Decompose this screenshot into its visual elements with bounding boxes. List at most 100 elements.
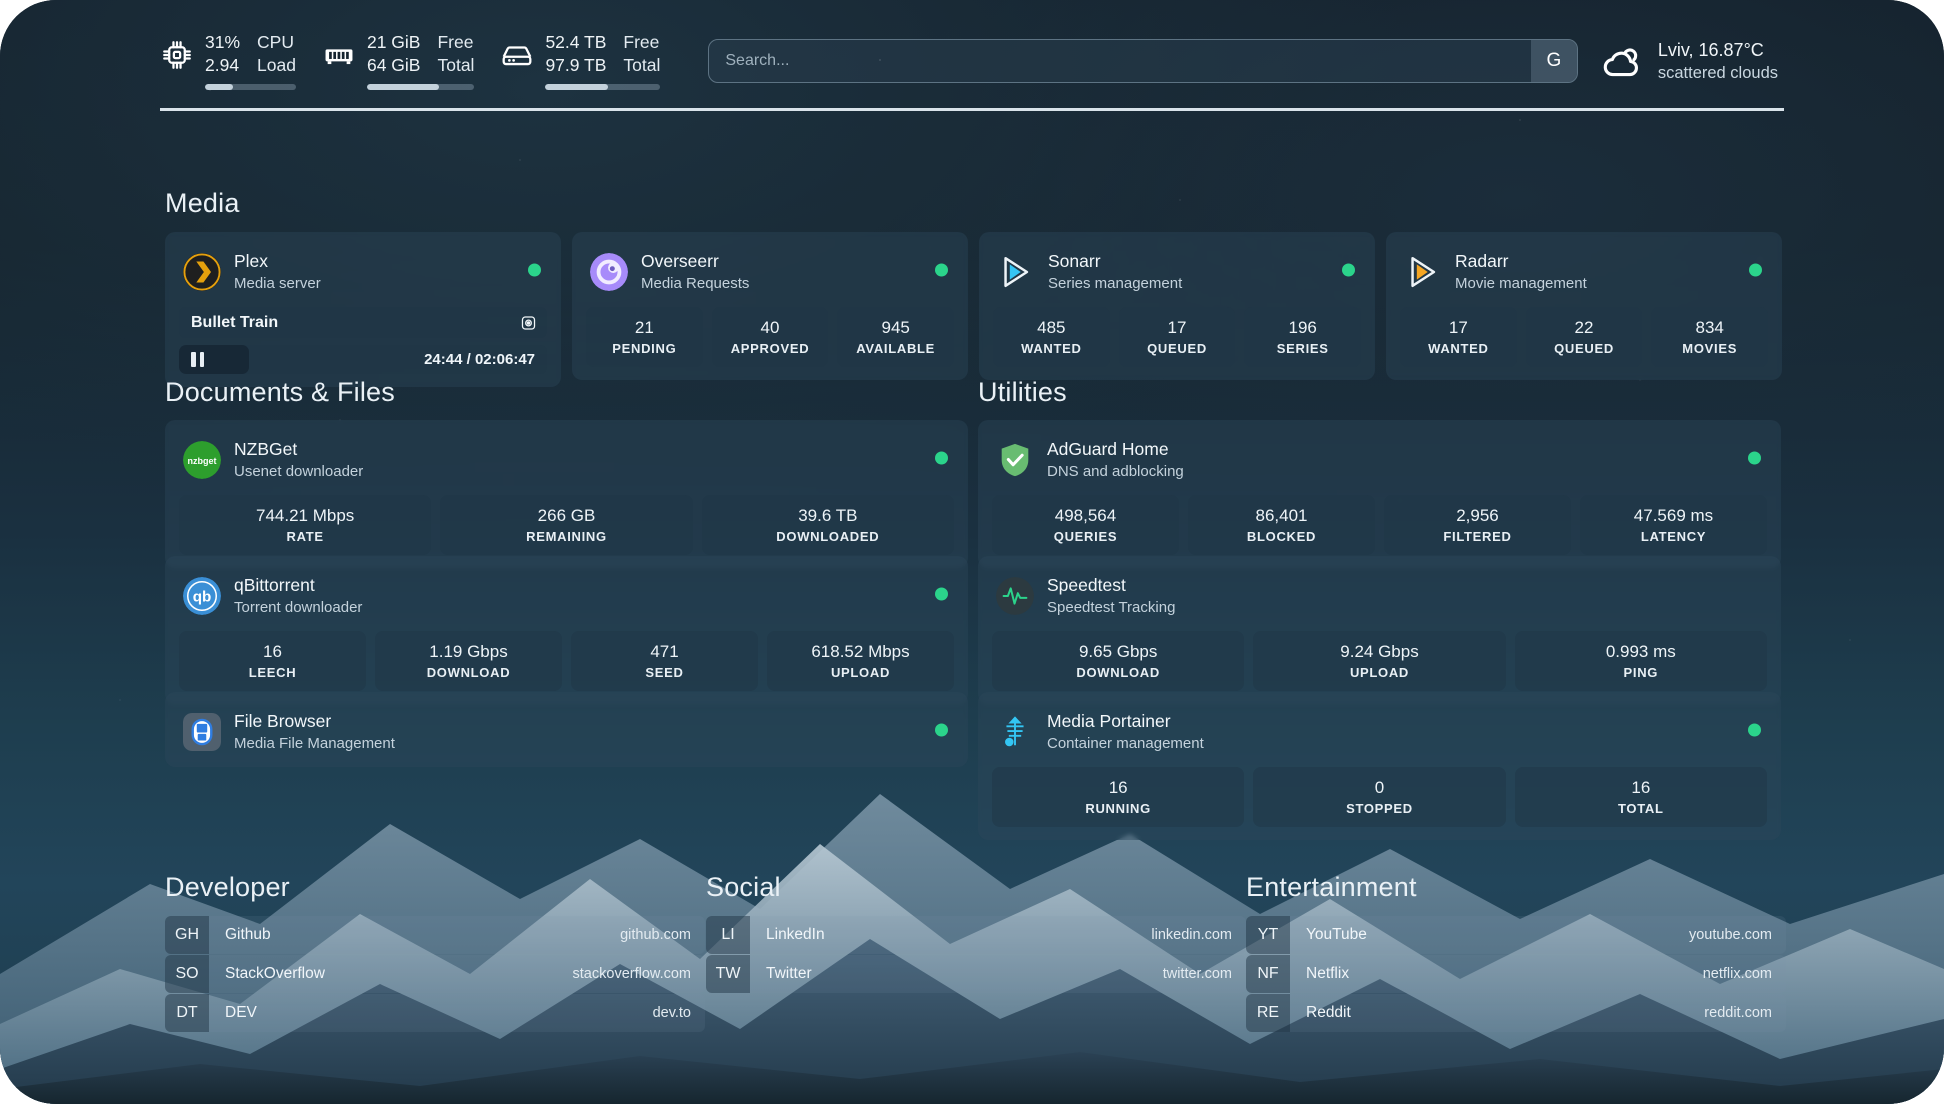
stat-box: 21 PENDING bbox=[586, 307, 703, 367]
bookmark-item[interactable]: LI LinkedIn linkedin.com bbox=[706, 916, 1246, 954]
disk-total-value: 97.9 TB bbox=[545, 54, 607, 75]
stat-caption: WANTED bbox=[1021, 341, 1082, 356]
bookmark-name: Twitter bbox=[766, 965, 812, 982]
portainer-status-dot bbox=[1748, 723, 1761, 737]
section-title-developer: Developer bbox=[165, 872, 290, 902]
memory-usage-bar bbox=[366, 83, 475, 90]
bookmark-group-developer: GH Github github.com SO StackOverflow st… bbox=[165, 916, 705, 1033]
stat-box: 618.52 Mbps UPLOAD bbox=[767, 631, 954, 691]
weather-widget[interactable]: Lviv, 16.87°C scattered clouds bbox=[1600, 38, 1784, 97]
cpu-icon bbox=[160, 38, 194, 72]
bookmark-item[interactable]: NF Netflix netflix.com bbox=[1246, 955, 1786, 993]
section-title-documents: Documents & Files bbox=[165, 377, 395, 407]
bookmark-name: Netflix bbox=[1306, 965, 1350, 982]
service-card-filebrowser[interactable]: File Browser Media File Management bbox=[165, 692, 968, 767]
stat-value: 17 bbox=[1448, 318, 1468, 337]
stat-caption: LATENCY bbox=[1640, 529, 1707, 544]
bookmark-group-entertainment: YT YouTube youtube.com NF Netflix netfli… bbox=[1246, 916, 1786, 1033]
nzbget-icon: nzbget bbox=[183, 441, 221, 479]
service-card-sonarr[interactable]: Sonarr Series management 485 WANTED 17 Q… bbox=[979, 232, 1375, 380]
plex-progress-bar[interactable]: 24:44 / 02:06:47 bbox=[179, 345, 547, 374]
cpu-usage-bar bbox=[205, 83, 296, 90]
bookmark-item[interactable]: TW Twitter twitter.com bbox=[706, 955, 1246, 993]
stat-box: 485 WANTED bbox=[993, 307, 1110, 367]
bookmark-name: DEV bbox=[225, 1004, 257, 1021]
stat-caption: PENDING bbox=[612, 341, 677, 356]
bookmark-item[interactable]: DT DEV dev.to bbox=[165, 994, 705, 1032]
service-card-qbittorrent[interactable]: qb qBittorrent Torrent downloader 16 LEE… bbox=[165, 556, 968, 704]
stat-caption: AVAILABLE bbox=[856, 341, 936, 356]
bookmark-name: LinkedIn bbox=[766, 926, 825, 943]
disk-label-bottom: Total bbox=[623, 54, 661, 75]
service-card-adguard[interactable]: AdGuard Home DNS and adblocking 498,564 … bbox=[978, 420, 1781, 568]
stat-value: 21 bbox=[634, 318, 654, 337]
stat-value: 16 bbox=[263, 642, 282, 661]
bookmark-name: StackOverflow bbox=[225, 965, 325, 982]
stat-box: 266 GB REMAINING bbox=[440, 495, 693, 555]
service-card-radarr[interactable]: Radarr Movie management 17 WANTED 22 QUE… bbox=[1386, 232, 1782, 380]
radarr-stats: 17 WANTED 22 QUEUED 834 MOVIES bbox=[1400, 307, 1769, 367]
stat-disk: 52.4 TB 97.9 TB Free Total bbox=[500, 31, 661, 90]
plex-now-playing-title: Bullet Train bbox=[191, 313, 279, 331]
stat-value: 16 bbox=[1631, 778, 1651, 797]
service-card-nzbget[interactable]: nzbget NZBGet Usenet downloader 744.21 M… bbox=[165, 420, 968, 568]
stat-value: 22 bbox=[1574, 318, 1594, 337]
bookmark-host: twitter.com bbox=[1162, 966, 1232, 982]
plex-elapsed: 24:44 bbox=[424, 351, 463, 368]
stat-caption: LEECH bbox=[248, 665, 297, 680]
stat-box: 22 QUEUED bbox=[1525, 307, 1643, 367]
section-title-entertainment: Entertainment bbox=[1246, 872, 1417, 902]
stat-box: 744.21 Mbps RATE bbox=[179, 495, 432, 555]
search-engine-button[interactable]: G bbox=[1530, 40, 1577, 82]
stat-value: 471 bbox=[650, 642, 679, 661]
plex-now-playing-title-row: Bullet Train bbox=[179, 307, 547, 338]
bookmark-item[interactable]: RE Reddit reddit.com bbox=[1246, 994, 1786, 1032]
service-card-speedtest[interactable]: Speedtest Speedtest Tracking 9.65 Gbps D… bbox=[978, 556, 1781, 704]
section-title-social: Social bbox=[706, 872, 781, 902]
gear-icon[interactable] bbox=[520, 314, 537, 331]
bookmark-abbr: YT bbox=[1246, 916, 1290, 954]
service-card-overseerr[interactable]: Overseerr Media Requests 21 PENDING 40 A… bbox=[572, 232, 968, 380]
stat-box: 0 STOPPED bbox=[1253, 767, 1506, 827]
search-container: G bbox=[686, 39, 1599, 95]
svg-text:nzbget: nzbget bbox=[187, 456, 216, 466]
bookmark-name: Reddit bbox=[1306, 1004, 1351, 1021]
sonarr-icon bbox=[997, 253, 1035, 291]
search-bar[interactable]: G bbox=[708, 39, 1578, 83]
qbittorrent-name: qBittorrent bbox=[234, 575, 315, 595]
filebrowser-status-dot bbox=[935, 723, 948, 737]
bookmark-abbr: LI bbox=[706, 916, 750, 954]
speedtest-desc: Speedtest Tracking bbox=[1047, 599, 1176, 616]
bookmark-abbr: TW bbox=[706, 955, 750, 993]
section-title-media: Media bbox=[165, 188, 240, 218]
stat-value: 9.65 Gbps bbox=[1078, 642, 1158, 661]
stat-caption: REMAINING bbox=[526, 529, 607, 544]
stat-box: 16 LEECH bbox=[179, 631, 366, 691]
stat-value: 498,564 bbox=[1054, 506, 1117, 525]
service-card-portainer[interactable]: Media Portainer Container management 16 … bbox=[978, 692, 1781, 840]
pause-icon[interactable] bbox=[191, 352, 204, 367]
cpu-usage-value: 31% bbox=[205, 31, 241, 52]
overseerr-stats: 21 PENDING 40 APPROVED 945 AVAILABLE bbox=[586, 307, 955, 367]
weather-condition: scattered clouds bbox=[1657, 63, 1778, 82]
disk-label-top: Free bbox=[623, 31, 660, 52]
stat-box: 16 TOTAL bbox=[1514, 767, 1767, 827]
bookmark-name: Github bbox=[225, 926, 271, 943]
stat-value: 16 bbox=[1108, 778, 1128, 797]
stat-box: 39.6 TB DOWNLOADED bbox=[701, 495, 954, 555]
search-input[interactable] bbox=[709, 40, 1531, 82]
bookmark-item[interactable]: SO StackOverflow stackoverflow.com bbox=[165, 955, 705, 993]
bookmark-item[interactable]: YT YouTube youtube.com bbox=[1246, 916, 1786, 954]
service-card-plex[interactable]: Plex Media server Bullet Train 24:44 / 0… bbox=[165, 232, 561, 387]
bookmark-name: YouTube bbox=[1306, 926, 1367, 943]
stat-value: 744.21 Mbps bbox=[256, 506, 355, 525]
stat-caption: DOWNLOADED bbox=[776, 529, 880, 544]
stat-caption: TOTAL bbox=[1618, 801, 1664, 816]
disk-icon bbox=[500, 38, 534, 72]
bookmark-item[interactable]: GH Github github.com bbox=[165, 916, 705, 954]
sonarr-name: Sonarr bbox=[1048, 251, 1101, 271]
stat-box: 17 WANTED bbox=[1400, 307, 1517, 367]
portainer-desc: Container management bbox=[1047, 735, 1204, 752]
bookmark-abbr: SO bbox=[165, 955, 209, 993]
